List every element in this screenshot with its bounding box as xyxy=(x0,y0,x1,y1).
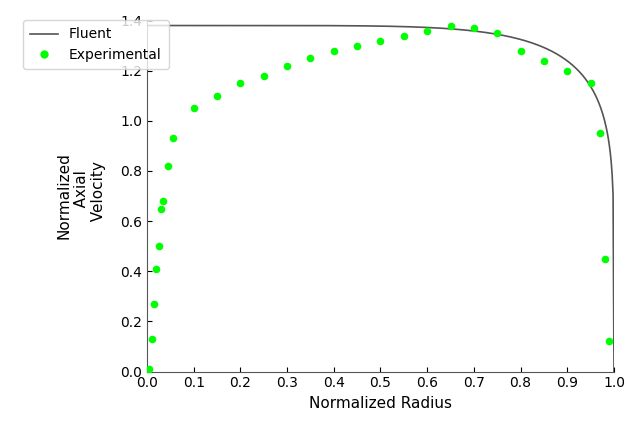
Experimental xyxy=(600,255,610,262)
Y-axis label: Normalized
   Axial
  Velocity: Normalized Axial Velocity xyxy=(56,153,106,239)
Experimental xyxy=(154,243,164,250)
Experimental xyxy=(168,135,178,142)
Fluent xyxy=(599,112,607,117)
Experimental xyxy=(422,27,432,34)
Experimental xyxy=(562,67,572,74)
Experimental xyxy=(352,42,362,49)
Experimental xyxy=(604,338,614,345)
Experimental xyxy=(492,30,502,37)
Experimental xyxy=(163,163,173,170)
Experimental xyxy=(329,47,339,54)
Experimental xyxy=(595,130,605,137)
Experimental xyxy=(282,62,292,69)
Fluent xyxy=(610,369,618,374)
Experimental xyxy=(539,57,549,64)
Fluent xyxy=(421,25,429,30)
Legend: Fluent, Experimental: Fluent, Experimental xyxy=(23,20,168,69)
Experimental xyxy=(468,25,479,32)
Experimental xyxy=(156,205,166,212)
Fluent xyxy=(396,24,403,29)
Experimental xyxy=(147,336,157,343)
Line: Fluent: Fluent xyxy=(147,26,614,371)
Experimental xyxy=(586,80,596,86)
X-axis label: Normalized Radius: Normalized Radius xyxy=(309,396,452,411)
Experimental xyxy=(189,105,199,112)
Experimental xyxy=(144,366,154,372)
Experimental xyxy=(375,37,385,44)
Experimental xyxy=(515,47,525,54)
Fluent xyxy=(526,40,534,45)
Experimental xyxy=(259,72,269,79)
Experimental xyxy=(305,55,316,61)
Experimental xyxy=(236,80,246,86)
Experimental xyxy=(151,265,161,272)
Fluent xyxy=(365,23,372,29)
Experimental xyxy=(445,22,456,29)
Experimental xyxy=(399,32,409,39)
Experimental xyxy=(149,300,159,307)
Fluent xyxy=(143,23,151,28)
Fluent xyxy=(368,23,376,29)
Experimental xyxy=(158,198,168,204)
Experimental xyxy=(212,92,222,99)
